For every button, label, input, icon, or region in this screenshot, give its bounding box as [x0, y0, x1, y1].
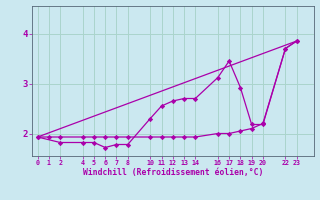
- X-axis label: Windchill (Refroidissement éolien,°C): Windchill (Refroidissement éolien,°C): [83, 168, 263, 177]
